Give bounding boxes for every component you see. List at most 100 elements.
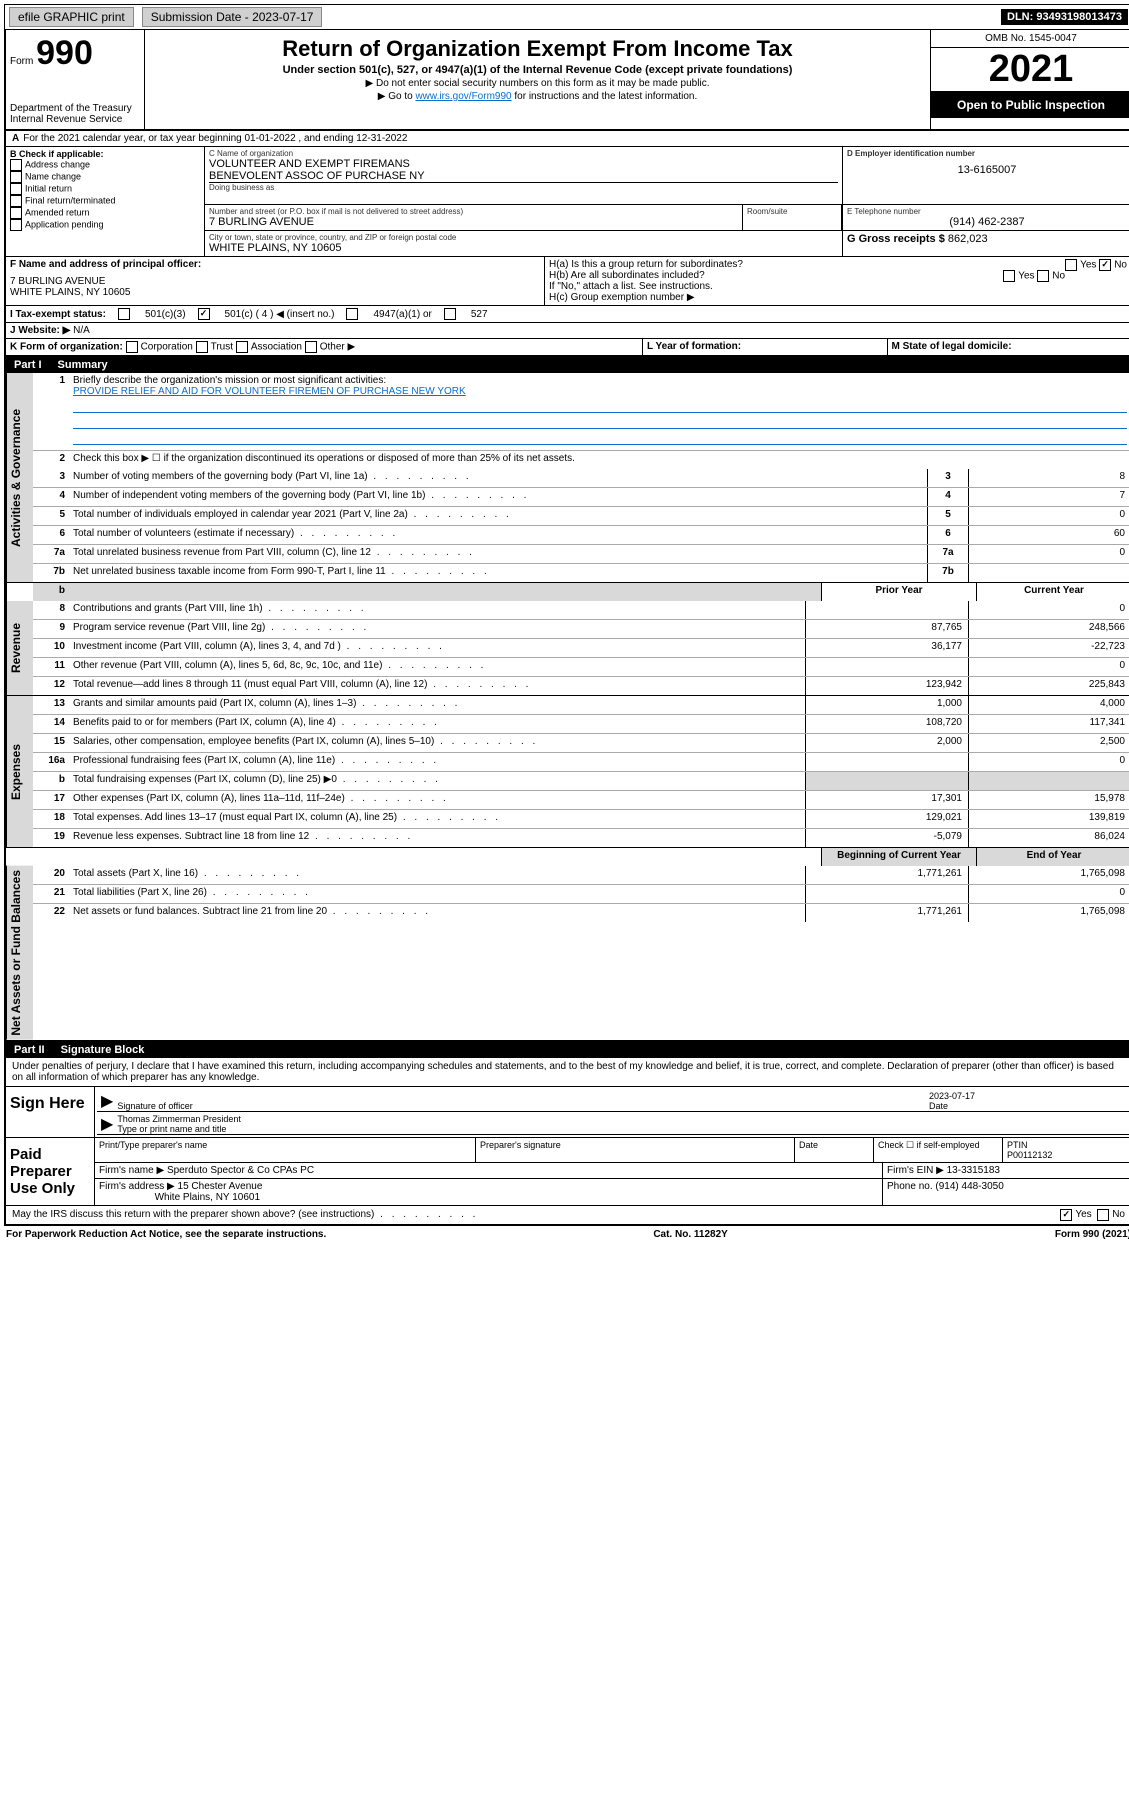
org-name1: VOLUNTEER AND EXEMPT FIREMANS	[209, 158, 838, 170]
org-city: WHITE PLAINS, NY 10605	[209, 242, 838, 254]
hb-yes-checkbox[interactable]	[1003, 270, 1015, 282]
row-num: 12	[33, 677, 69, 695]
phone-value: (914) 462-2387	[847, 216, 1127, 228]
assoc-label: Association	[251, 342, 302, 353]
other-checkbox[interactable]	[305, 341, 317, 353]
note-link: ▶ Go to www.irs.gov/Form990 for instruct…	[155, 91, 920, 102]
name-change-checkbox[interactable]	[10, 171, 22, 183]
hb-note: If "No," attach a list. See instructions…	[549, 281, 1127, 292]
begin-year-header: Beginning of Current Year	[821, 848, 976, 866]
gov-val-4: 7	[968, 488, 1129, 506]
sig-arrow2-icon: ▶	[97, 1114, 117, 1134]
note-ssn: ▶ Do not enter social security numbers o…	[155, 78, 920, 89]
hb-no-checkbox[interactable]	[1037, 270, 1049, 282]
gov-row-7a: 7a Total unrelated business revenue from…	[33, 544, 1129, 563]
gov-val-3: 8	[968, 469, 1129, 487]
row-current: -22,723	[968, 639, 1129, 657]
row-prior	[805, 601, 968, 619]
amended-return-checkbox[interactable]	[10, 207, 22, 219]
gov-box-4: 4	[927, 488, 968, 506]
row-prior	[805, 753, 968, 771]
b-label: B Check if applicable:	[10, 149, 200, 159]
trust-label: Trust	[211, 342, 233, 353]
row-text: Other revenue (Part VIII, column (A), li…	[69, 658, 805, 676]
part1-title: Summary	[58, 359, 108, 371]
table-row: 12 Total revenue—add lines 8 through 11 …	[33, 676, 1129, 695]
row-current: 1,765,098	[968, 904, 1129, 922]
501c-label: 501(c) ( 4 ) ◀ (insert no.)	[225, 309, 335, 320]
irs-link[interactable]: www.irs.gov/Form990	[415, 91, 511, 102]
app-pending-checkbox[interactable]	[10, 219, 22, 231]
expenses-section: Expenses 13 Grants and similar amounts p…	[4, 696, 1129, 848]
firm-addr-label: Firm's address ▶	[99, 1181, 175, 1192]
row-num: 13	[33, 696, 69, 714]
prep-h2: Preparer's signature	[476, 1138, 795, 1162]
final-return-checkbox[interactable]	[10, 195, 22, 207]
trust-checkbox[interactable]	[196, 341, 208, 353]
row-num: 22	[33, 904, 69, 922]
org-info-row: B Check if applicable: Address change Na…	[4, 147, 1129, 257]
527-checkbox[interactable]	[444, 308, 456, 320]
i-row: I Tax-exempt status: 501(c)(3) 501(c) ( …	[4, 306, 1129, 323]
ha-yes: Yes	[1080, 260, 1096, 271]
prep-ptin: PTINP00112132	[1003, 1138, 1129, 1162]
firm-phone-label: Phone no.	[887, 1181, 933, 1192]
current-year-header: Current Year	[976, 583, 1129, 601]
gov-row-7b: 7b Net unrelated business taxable income…	[33, 563, 1129, 582]
row-num: 17	[33, 791, 69, 809]
room-label: Room/suite	[747, 207, 837, 216]
discuss-yes-checkbox[interactable]	[1060, 1209, 1072, 1221]
row-prior: 1,771,261	[805, 866, 968, 884]
ha-yes-checkbox[interactable]	[1065, 259, 1077, 271]
phone-label: E Telephone number	[847, 207, 1127, 216]
gov-text-5: Total number of individuals employed in …	[69, 507, 927, 525]
table-row: 21 Total liabilities (Part X, line 26) 0	[33, 884, 1129, 903]
initial-return-label: Initial return	[25, 183, 72, 193]
dba-label: Doing business as	[209, 183, 838, 192]
4947-checkbox[interactable]	[346, 308, 358, 320]
line-2-num: 2	[33, 451, 69, 469]
discuss-no-checkbox[interactable]	[1097, 1209, 1109, 1221]
initial-return-checkbox[interactable]	[10, 183, 22, 195]
firm-ein-label: Firm's EIN ▶	[887, 1165, 944, 1176]
row-current: 86,024	[968, 829, 1129, 847]
row-current: 4,000	[968, 696, 1129, 714]
prep-h3: Date	[795, 1138, 874, 1162]
ein-label: D Employer identification number	[847, 149, 1127, 158]
line-a-text: For the 2021 calendar year, or tax year …	[23, 133, 407, 144]
row-prior	[805, 658, 968, 676]
footer-mid: Cat. No. 11282Y	[653, 1229, 727, 1240]
row-num: 16a	[33, 753, 69, 771]
row-text: Revenue less expenses. Subtract line 18 …	[69, 829, 805, 847]
gov-text-7b: Net unrelated business taxable income fr…	[69, 564, 927, 582]
header-b: b	[33, 583, 69, 601]
ha-no-checkbox[interactable]	[1099, 259, 1111, 271]
submission-button[interactable]: Submission Date - 2023-07-17	[142, 7, 323, 27]
revenue-section: Revenue 8 Contributions and grants (Part…	[4, 601, 1129, 696]
header-block: Form 990 Department of the Treasury Inte…	[4, 30, 1129, 131]
sig-arrow-icon: ▶	[97, 1091, 117, 1111]
501c3-checkbox[interactable]	[118, 308, 130, 320]
row-prior: 108,720	[805, 715, 968, 733]
efile-button[interactable]: efile GRAPHIC print	[9, 7, 134, 27]
firm-name: Sperduto Spector & Co CPAs PC	[167, 1165, 314, 1176]
footer-left: For Paperwork Reduction Act Notice, see …	[6, 1229, 326, 1240]
gov-num-7b: 7b	[33, 564, 69, 582]
row-prior: -5,079	[805, 829, 968, 847]
row-prior	[805, 772, 968, 790]
side-governance: Activities & Governance	[6, 373, 33, 582]
sig-officer-label: Signature of officer	[117, 1101, 929, 1111]
assoc-checkbox[interactable]	[236, 341, 248, 353]
addr-change-checkbox[interactable]	[10, 159, 22, 171]
row-current: 0	[968, 885, 1129, 903]
main-title: Return of Organization Exempt From Incom…	[155, 36, 920, 62]
501c-checkbox[interactable]	[198, 308, 210, 320]
row-current	[968, 772, 1129, 790]
gov-val-6: 60	[968, 526, 1129, 544]
line-a: A For the 2021 calendar year, or tax yea…	[4, 131, 1129, 147]
firm-addr2: White Plains, NY 10601	[155, 1192, 260, 1203]
prep-h1: Print/Type preparer's name	[95, 1138, 476, 1162]
sign-here-label: Sign Here	[6, 1087, 95, 1137]
prep-check: Check ☐ if self-employed	[874, 1138, 1003, 1162]
corp-checkbox[interactable]	[126, 341, 138, 353]
